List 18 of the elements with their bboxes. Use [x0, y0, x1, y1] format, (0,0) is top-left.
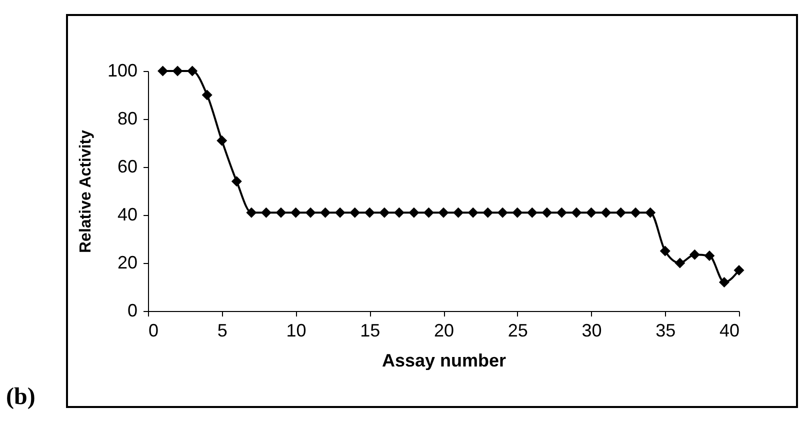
x-axis-title: Assay number	[382, 350, 506, 370]
y-tick-label: 60	[117, 156, 138, 176]
x-tick-label: 40	[719, 320, 740, 340]
x-tick-label: 20	[434, 320, 454, 340]
x-tick-label: 35	[656, 320, 676, 340]
y-tick-label: 100	[107, 60, 138, 80]
x-tick-label: 5	[217, 320, 228, 340]
x-tick-label: 30	[582, 320, 602, 340]
text: (b)	[6, 384, 36, 411]
x-tick-label: 0	[148, 320, 159, 340]
y-tick-label: 80	[117, 108, 138, 128]
y-tick-label: 40	[117, 204, 138, 224]
x-tick-label: 15	[360, 320, 380, 340]
x-tick-label: 10	[286, 320, 306, 340]
y-tick-label: 20	[117, 252, 138, 272]
y-axis-title: Relative Activity	[77, 130, 94, 254]
x-tick-label: 25	[508, 320, 528, 340]
y-tick-label: 0	[127, 300, 138, 320]
